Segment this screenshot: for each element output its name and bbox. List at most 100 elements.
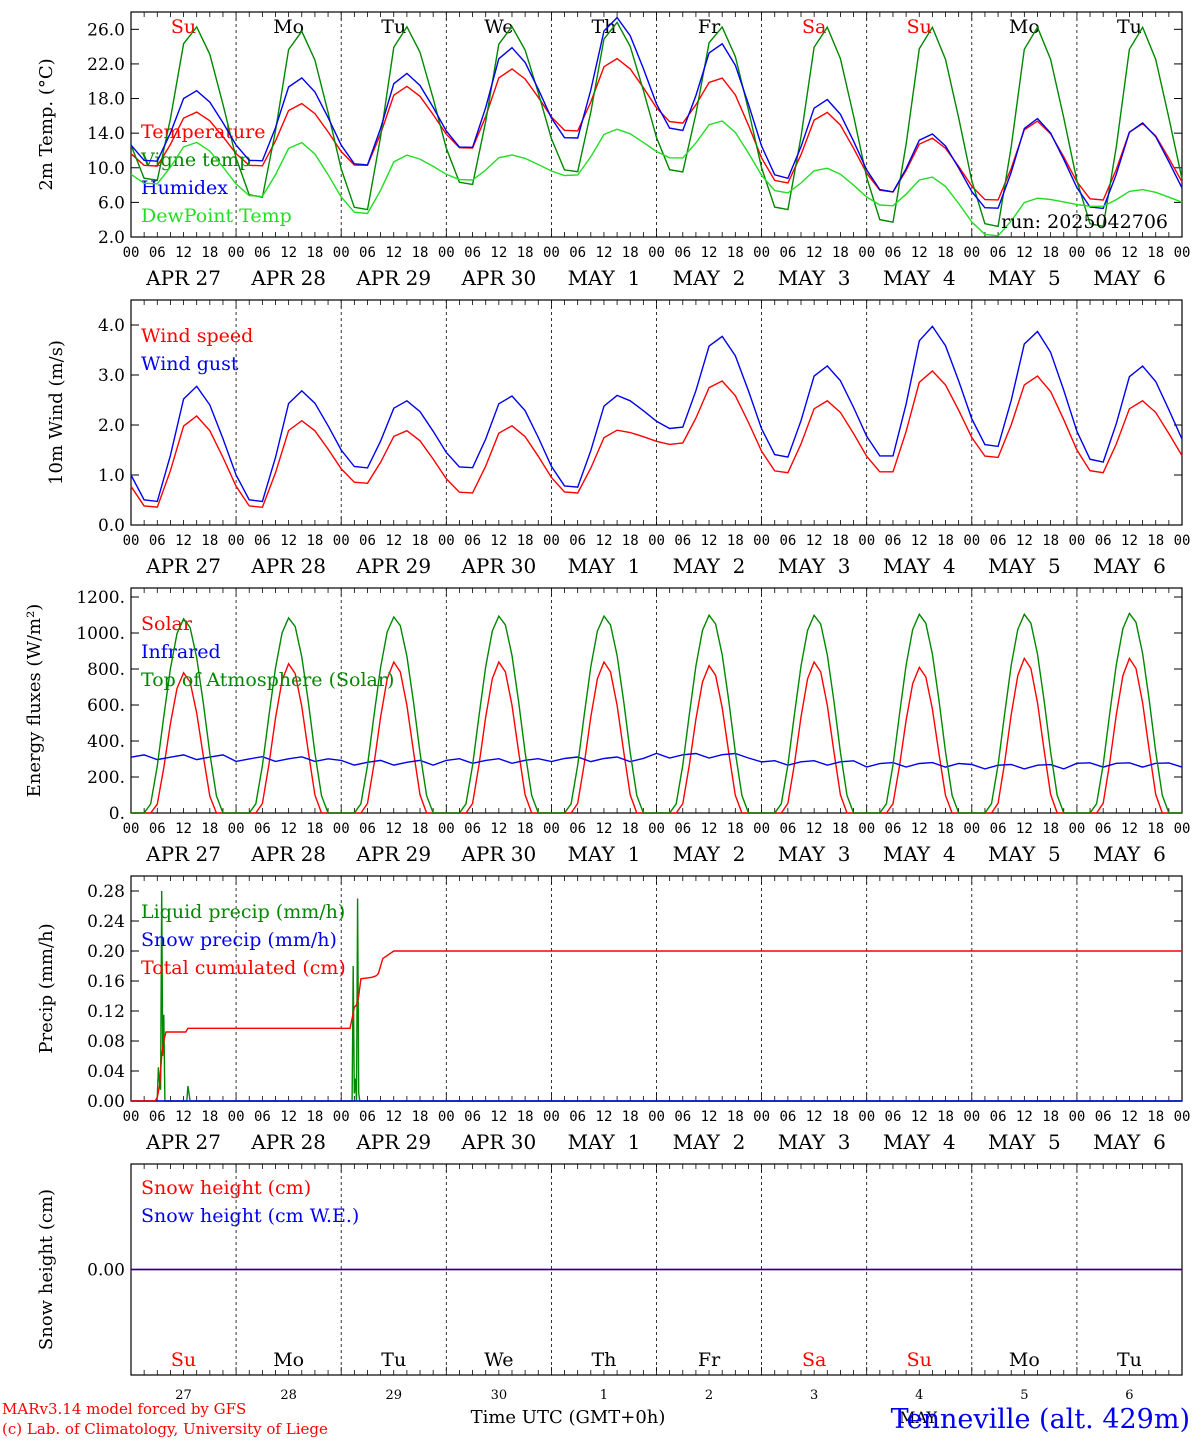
hour-tick-label: 00: [123, 245, 140, 261]
hour-tick-label: 18: [727, 1109, 744, 1125]
date-label: APR 27: [145, 266, 221, 290]
hour-tick-label: 12: [385, 245, 402, 261]
date-label: MAY 6: [1093, 842, 1166, 866]
y-axis-label: Energy fluxes (W/m²): [24, 604, 45, 798]
hour-tick-label: 00: [1068, 533, 1085, 549]
legend-entry: Vigne temp: [140, 149, 251, 171]
legend-entry: Total cumulated (cm): [141, 957, 346, 979]
chart-panel-3: 0. 200. 400. 600. 800. 1000. 1200. Energy fluxe…: [24, 587, 1190, 866]
hour-tick-label: 12: [385, 533, 402, 549]
hour-tick-label: 06: [464, 821, 481, 837]
hour-tick-label: 12: [911, 821, 928, 837]
y-tick-label: 18.0: [87, 90, 125, 110]
hour-tick-label: 06: [149, 821, 166, 837]
hour-tick-label: 00: [753, 533, 770, 549]
hour-tick-label: 12: [596, 245, 613, 261]
hour-tick-label: 06: [1095, 821, 1112, 837]
hour-tick-label: 18: [201, 1109, 218, 1125]
hour-tick-label: 00: [858, 533, 875, 549]
hour-tick-label: 00: [858, 821, 875, 837]
hour-tick-label: 00: [648, 1109, 665, 1125]
day-number: 1: [600, 1388, 608, 1403]
y-tick-label: 10.0: [87, 159, 125, 179]
hour-tick-label: 18: [937, 821, 954, 837]
series-line-vigne-temp: [130, 21, 1183, 228]
hour-tick-label: 06: [674, 533, 691, 549]
legend-entry: Temperature: [141, 121, 265, 143]
hour-tick-label: 12: [1016, 533, 1033, 549]
hour-tick-label: 00: [123, 821, 140, 837]
hour-tick-label: 00: [963, 1109, 980, 1125]
date-label: APR 30: [460, 554, 536, 578]
hour-tick-label: 00: [1174, 245, 1191, 261]
day-number: 5: [1020, 1388, 1028, 1403]
y-tick-label: 0.0: [98, 516, 125, 536]
series-line-infrared: [130, 752, 1183, 770]
series-line-humidex: [130, 16, 1183, 210]
chart-panel-5: 0.00 Snow height (cm) Su 27 Mo 28 Tu 29 We 30 Th 1 F…: [36, 1163, 1183, 1403]
hour-tick-label: 06: [569, 245, 586, 261]
station-name: Tenneville (alt. 429m): [891, 1404, 1190, 1435]
hour-tick-label: 12: [490, 533, 507, 549]
hour-tick-label: 12: [1016, 245, 1033, 261]
hour-tick-label: 00: [438, 1109, 455, 1125]
hour-tick-label: 00: [858, 1109, 875, 1125]
hour-tick-label: 18: [832, 821, 849, 837]
y-tick-label: 0.12: [87, 1002, 125, 1022]
hour-tick-label: 00: [228, 533, 245, 549]
hour-tick-label: 06: [569, 1109, 586, 1125]
date-label: MAY 1: [568, 266, 641, 290]
date-label: MAY 6: [1093, 266, 1166, 290]
hour-tick-label: 12: [806, 821, 823, 837]
weekday-label: Mo: [273, 1349, 304, 1371]
legend-entry: Infrared: [141, 641, 221, 663]
y-tick-label: 0.28: [87, 882, 125, 902]
hour-tick-label: 12: [175, 245, 192, 261]
hour-tick-label: 12: [175, 1109, 192, 1125]
y-tick-label: 800.: [87, 660, 125, 680]
hour-tick-label: 18: [306, 533, 323, 549]
weekday-label: Tu: [1117, 1349, 1142, 1371]
hour-tick-label: 06: [149, 1109, 166, 1125]
run-label: run: 2025042706: [1001, 211, 1168, 233]
weekday-label: Sa: [802, 16, 826, 38]
hour-tick-label: 12: [1121, 1109, 1138, 1125]
date-label: APR 29: [355, 842, 431, 866]
hour-tick-label: 06: [674, 245, 691, 261]
hour-tick-label: 12: [701, 821, 718, 837]
hour-tick-label: 06: [149, 533, 166, 549]
date-label: MAY 3: [778, 1130, 851, 1154]
date-label: MAY 6: [1093, 554, 1166, 578]
hour-tick-label: 18: [201, 821, 218, 837]
hour-tick-label: 12: [280, 533, 297, 549]
month-label: MAY: [899, 1408, 937, 1427]
y-tick-label: 400.: [87, 732, 125, 752]
hour-tick-label: 06: [149, 245, 166, 261]
hour-tick-label: 06: [990, 1109, 1007, 1125]
hour-tick-label: 06: [254, 533, 271, 549]
y-tick-label: 0.00: [87, 1092, 125, 1112]
hour-tick-label: 00: [648, 533, 665, 549]
hour-tick-label: 18: [937, 533, 954, 549]
day-number: 28: [280, 1388, 297, 1403]
hour-tick-label: 00: [438, 821, 455, 837]
hour-tick-label: 06: [1095, 533, 1112, 549]
hour-tick-label: 12: [1121, 245, 1138, 261]
hour-tick-label: 06: [779, 821, 796, 837]
series-line-dewpoint-temp: [130, 120, 1183, 237]
y-tick-label: 0.: [109, 804, 125, 824]
hour-tick-label: 00: [1068, 1109, 1085, 1125]
hour-tick-label: 06: [254, 1109, 271, 1125]
weekday-label: Tu: [381, 1349, 406, 1371]
hour-tick-label: 06: [254, 245, 271, 261]
legend-entry: Wind speed: [141, 325, 253, 347]
hour-tick-label: 12: [385, 1109, 402, 1125]
hour-tick-label: 18: [412, 245, 429, 261]
hour-tick-label: 06: [1095, 245, 1112, 261]
hour-tick-label: 06: [885, 821, 902, 837]
date-label: MAY 4: [883, 842, 956, 866]
weekday-label: Su: [171, 16, 196, 38]
hour-tick-label: 18: [517, 533, 534, 549]
hour-tick-label: 18: [622, 533, 639, 549]
hour-tick-label: 18: [517, 245, 534, 261]
